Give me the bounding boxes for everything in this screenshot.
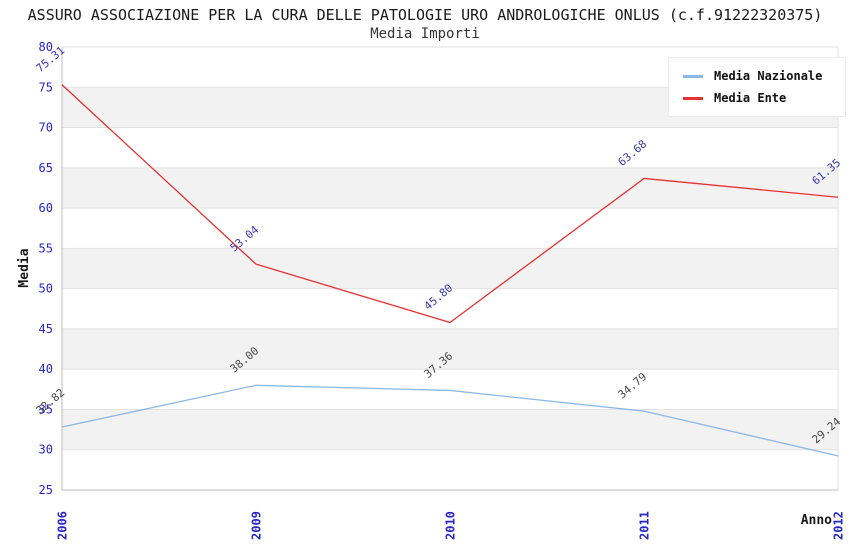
svg-text:65: 65	[39, 161, 53, 175]
svg-text:60: 60	[39, 201, 53, 215]
svg-text:45: 45	[39, 322, 53, 336]
legend-label-media-ente: Media Ente	[714, 91, 787, 105]
chart-title: ASSURO ASSOCIAZIONE PER LA CURA DELLE PA…	[27, 6, 823, 24]
svg-text:75: 75	[39, 80, 53, 94]
chart-legend: Media Nazionale Media Ente	[668, 57, 846, 117]
svg-text:35: 35	[39, 402, 53, 416]
svg-text:2009: 2009	[250, 511, 264, 540]
svg-text:50: 50	[39, 282, 53, 296]
svg-text:2010: 2010	[444, 511, 458, 540]
svg-text:80: 80	[39, 40, 53, 54]
svg-text:55: 55	[39, 241, 53, 255]
legend-item-media-nazionale: Media Nazionale	[683, 65, 845, 87]
media-ente-line-swatch	[683, 96, 703, 100]
chart-subtitle: Media Importi	[370, 26, 480, 42]
legend-item-media-ente: Media Ente	[683, 87, 845, 109]
media-nazionale-line-swatch	[683, 74, 703, 78]
svg-text:2011: 2011	[638, 511, 652, 540]
svg-text:25: 25	[39, 483, 53, 497]
svg-text:70: 70	[39, 121, 53, 135]
svg-text:40: 40	[39, 362, 53, 376]
svg-text:2012: 2012	[832, 511, 846, 540]
svg-text:Media: Media	[17, 248, 32, 287]
svg-text:2006: 2006	[56, 511, 70, 540]
legend-label-media-nazionale: Media Nazionale	[714, 69, 823, 83]
svg-text:Anno: Anno	[801, 513, 832, 528]
svg-text:30: 30	[39, 443, 53, 457]
